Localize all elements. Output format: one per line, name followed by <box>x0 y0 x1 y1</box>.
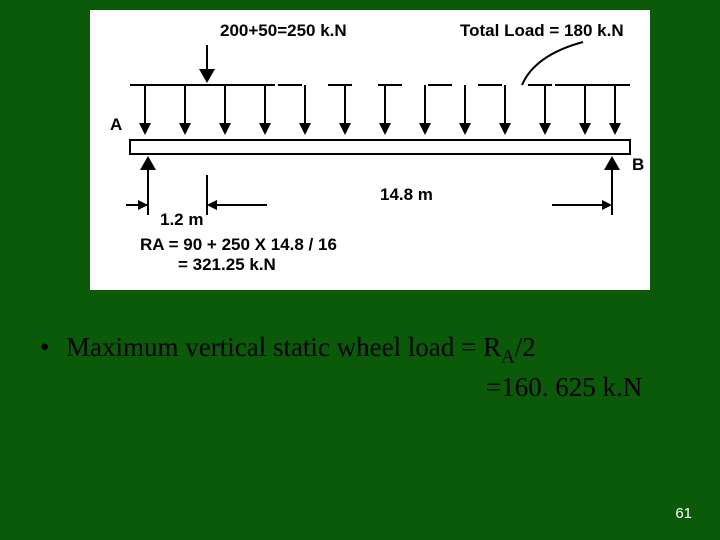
bullet-line-1: Maximum vertical static wheel load = RA/… <box>66 330 536 370</box>
beam-diagram-svg: Total Load = 180 k.N 200+50=250 k.N A B 1.2 … <box>90 10 650 290</box>
bullet-text-block: • Maximum vertical static wheel load = R… <box>40 330 642 405</box>
bullet-line-1-pre: Maximum vertical static wheel load = R <box>66 332 501 362</box>
svg-text:B: B <box>632 155 644 174</box>
svg-text:RA = 90 + 250 X 14.8 / 16: RA = 90 + 250 X 14.8 / 16 <box>140 235 337 254</box>
bullet-line-1-sub: A <box>501 346 515 367</box>
svg-text:Total Load = 180 k.N: Total Load = 180 k.N <box>460 21 624 40</box>
bullet-dot: • <box>40 330 66 365</box>
page-number: 61 <box>675 505 692 522</box>
svg-text:14.8 m: 14.8 m <box>380 185 433 204</box>
svg-text:200+50=250 k.N: 200+50=250 k.N <box>220 21 347 40</box>
svg-text:= 321.25 k.N: = 321.25 k.N <box>178 255 276 274</box>
svg-text:A: A <box>110 115 122 134</box>
bullet-line-2: =160. 625 k.N <box>40 370 642 405</box>
bullet-line-1-post: /2 <box>515 332 536 362</box>
beam-diagram-figure: Total Load = 180 k.N 200+50=250 k.N A B 1.2 … <box>90 10 650 290</box>
svg-text:1.2 m: 1.2 m <box>160 210 203 229</box>
